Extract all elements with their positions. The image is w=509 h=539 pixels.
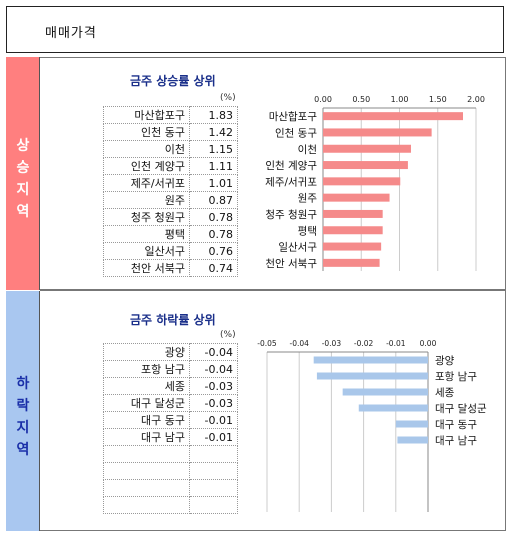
x-tick-label: -0.02: [354, 339, 374, 348]
category-label: 원주: [298, 193, 318, 205]
page-title: 매매가격: [45, 26, 97, 41]
table-row: 청주 청원구 0.78: [103, 208, 238, 226]
change-rate-cell: 0.78: [189, 208, 238, 226]
rising-panel: 금주 상승률 상위 (%) 마산합포구 1.83 인천 동구 1.42 이천 1.15 인천…: [40, 57, 506, 290]
table-row: [103, 445, 238, 463]
x-tick-label: 2.00: [467, 95, 485, 104]
table-row: 인천 동구 1.42: [103, 123, 238, 141]
change-rate-cell: 1.42: [189, 123, 238, 141]
change-rate-cell: [189, 496, 238, 514]
category-label: 포항 남구: [435, 371, 477, 383]
category-label: 평택: [298, 225, 317, 237]
change-rate-cell: -0.04: [189, 343, 238, 361]
category-label: 천안 서북구: [265, 258, 317, 270]
band-char: 역: [16, 442, 30, 458]
category-label: 대구 동구: [435, 419, 477, 431]
bar: [323, 193, 390, 202]
bar: [316, 372, 428, 380]
category-label: 대구 달성군: [435, 403, 487, 415]
table-row: 세종 -0.03: [103, 377, 238, 395]
rising-table: 마산합포구 1.83 인천 동구 1.42 이천 1.15 인천 계양구 1.11 제주/서귀포…: [103, 106, 238, 277]
x-tick-label: 0.00: [420, 339, 437, 348]
category-label: 광양: [435, 355, 455, 367]
rising-region-label: 상 승 지 역: [6, 135, 40, 223]
rising-title: 금주 상승률 상위: [130, 74, 216, 88]
category-label: 대구 남구: [435, 435, 477, 447]
bar: [323, 258, 380, 267]
region-name-cell: 마산합포구: [103, 106, 190, 124]
change-rate-cell: 1.11: [189, 157, 238, 175]
region-name-cell: 천안 서북구: [103, 259, 190, 277]
bar: [395, 420, 428, 428]
category-label: 인천 동구: [275, 127, 317, 139]
region-name-cell: 광양: [103, 343, 190, 361]
region-name-cell: 제주/서귀포: [103, 174, 190, 192]
band-char: 지: [16, 182, 30, 198]
category-label: 마산합포구: [269, 111, 318, 123]
x-tick-label: -0.04: [289, 339, 309, 348]
band-char: 지: [16, 420, 30, 436]
bar: [323, 161, 408, 170]
bar: [397, 436, 428, 444]
table-row: 대구 남구 -0.01: [103, 428, 238, 446]
band-char: 하: [16, 376, 30, 392]
bar: [323, 112, 463, 121]
rising-unit: (%): [220, 93, 236, 103]
table-row: 마산합포구 1.83: [103, 106, 238, 124]
bar: [323, 128, 432, 137]
x-tick-label: 0.00: [314, 95, 332, 104]
x-tick-label: -0.01: [386, 339, 406, 348]
change-rate-cell: 1.83: [189, 106, 238, 124]
band-char: 락: [16, 398, 30, 414]
table-row: [103, 496, 238, 514]
bar: [342, 388, 428, 396]
band-char: 승: [16, 160, 30, 176]
bar: [323, 144, 411, 153]
header-box: 매매가격: [6, 6, 504, 53]
x-tick-label: 0.50: [352, 95, 370, 104]
rising-region-band: 상 승 지 역: [6, 57, 40, 290]
region-name-cell: 일산서구: [103, 242, 190, 260]
table-row: 천안 서북구 0.74: [103, 259, 238, 277]
band-char: 역: [16, 204, 30, 220]
falling-region-band: 하 락 지 역: [6, 291, 40, 531]
table-row: 광양 -0.04: [103, 343, 238, 361]
category-label: 청주 청원구: [265, 209, 317, 221]
falling-panel: 금주 하락률 상위 (%) 광양 -0.04 포항 남구 -0.04 세종 -0.03 대구…: [40, 290, 506, 531]
category-label: 세종: [435, 387, 455, 399]
table-row: 일산서구 0.76: [103, 242, 238, 260]
falling-region-label: 하 락 지 역: [6, 373, 40, 461]
x-tick-label: 1.50: [429, 95, 447, 104]
bar: [323, 209, 383, 218]
change-rate-cell: 0.74: [189, 259, 238, 277]
falling-title: 금주 하락률 상위: [130, 313, 216, 327]
bar: [313, 356, 428, 364]
category-label: 제주/서귀포: [265, 176, 317, 188]
region-name-cell: 대구 남구: [103, 428, 190, 446]
falling-unit: (%): [220, 330, 236, 340]
falling-table: 광양 -0.04 포항 남구 -0.04 세종 -0.03 대구 달성군 -0.03 대구 동구…: [103, 343, 238, 514]
region-name-cell: 인천 동구: [103, 123, 190, 141]
bar: [358, 404, 428, 412]
x-tick-label: -0.05: [257, 339, 277, 348]
x-tick-label: -0.03: [322, 339, 342, 348]
bar: [323, 226, 383, 235]
category-label: 인천 계양구: [265, 160, 317, 172]
category-label: 일산서구: [278, 241, 317, 254]
bar: [323, 242, 382, 251]
bar: [323, 177, 401, 186]
table-row: 인천 계양구 1.11: [103, 157, 238, 175]
x-tick-label: 1.00: [391, 95, 409, 104]
band-char: 상: [16, 138, 30, 154]
category-label: 이천: [298, 144, 317, 156]
